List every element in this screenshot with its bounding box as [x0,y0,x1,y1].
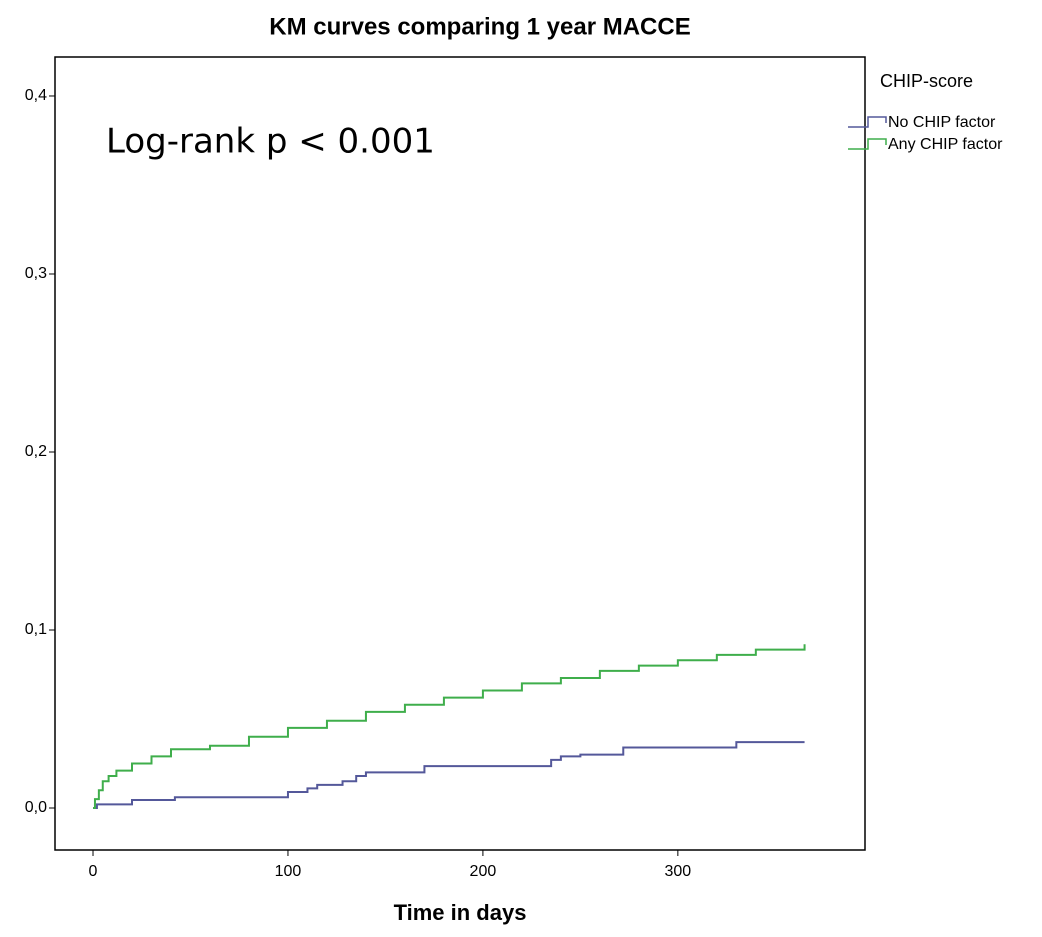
y-tick-label: 0,0 [25,799,47,816]
x-tick-label: 300 [665,863,692,880]
legend-symbol [848,138,887,150]
legend-label: Any CHIP factor [888,136,1003,153]
plot-frame [54,56,866,851]
chart-title: KM curves comparing 1 year MACCE [269,13,690,40]
y-tick-label: 0,3 [25,265,47,282]
legend-label: No CHIP factor [888,114,996,131]
legend-symbol [848,116,887,128]
km-curve [93,644,806,809]
legend-title: CHIP-score [880,71,973,91]
km-curve [93,741,805,809]
x-axis-label: Time in days [394,900,527,925]
annotation: Log-rank p < 0.001 [106,122,435,162]
y-tick-label: 0,2 [25,443,47,460]
x-tick-label: 0 [89,863,98,880]
x-tick-label: 200 [470,863,497,880]
y-tick-label: 0,4 [25,87,47,104]
x-tick-label: 100 [275,863,302,880]
y-tick-label: 0,1 [25,621,47,638]
